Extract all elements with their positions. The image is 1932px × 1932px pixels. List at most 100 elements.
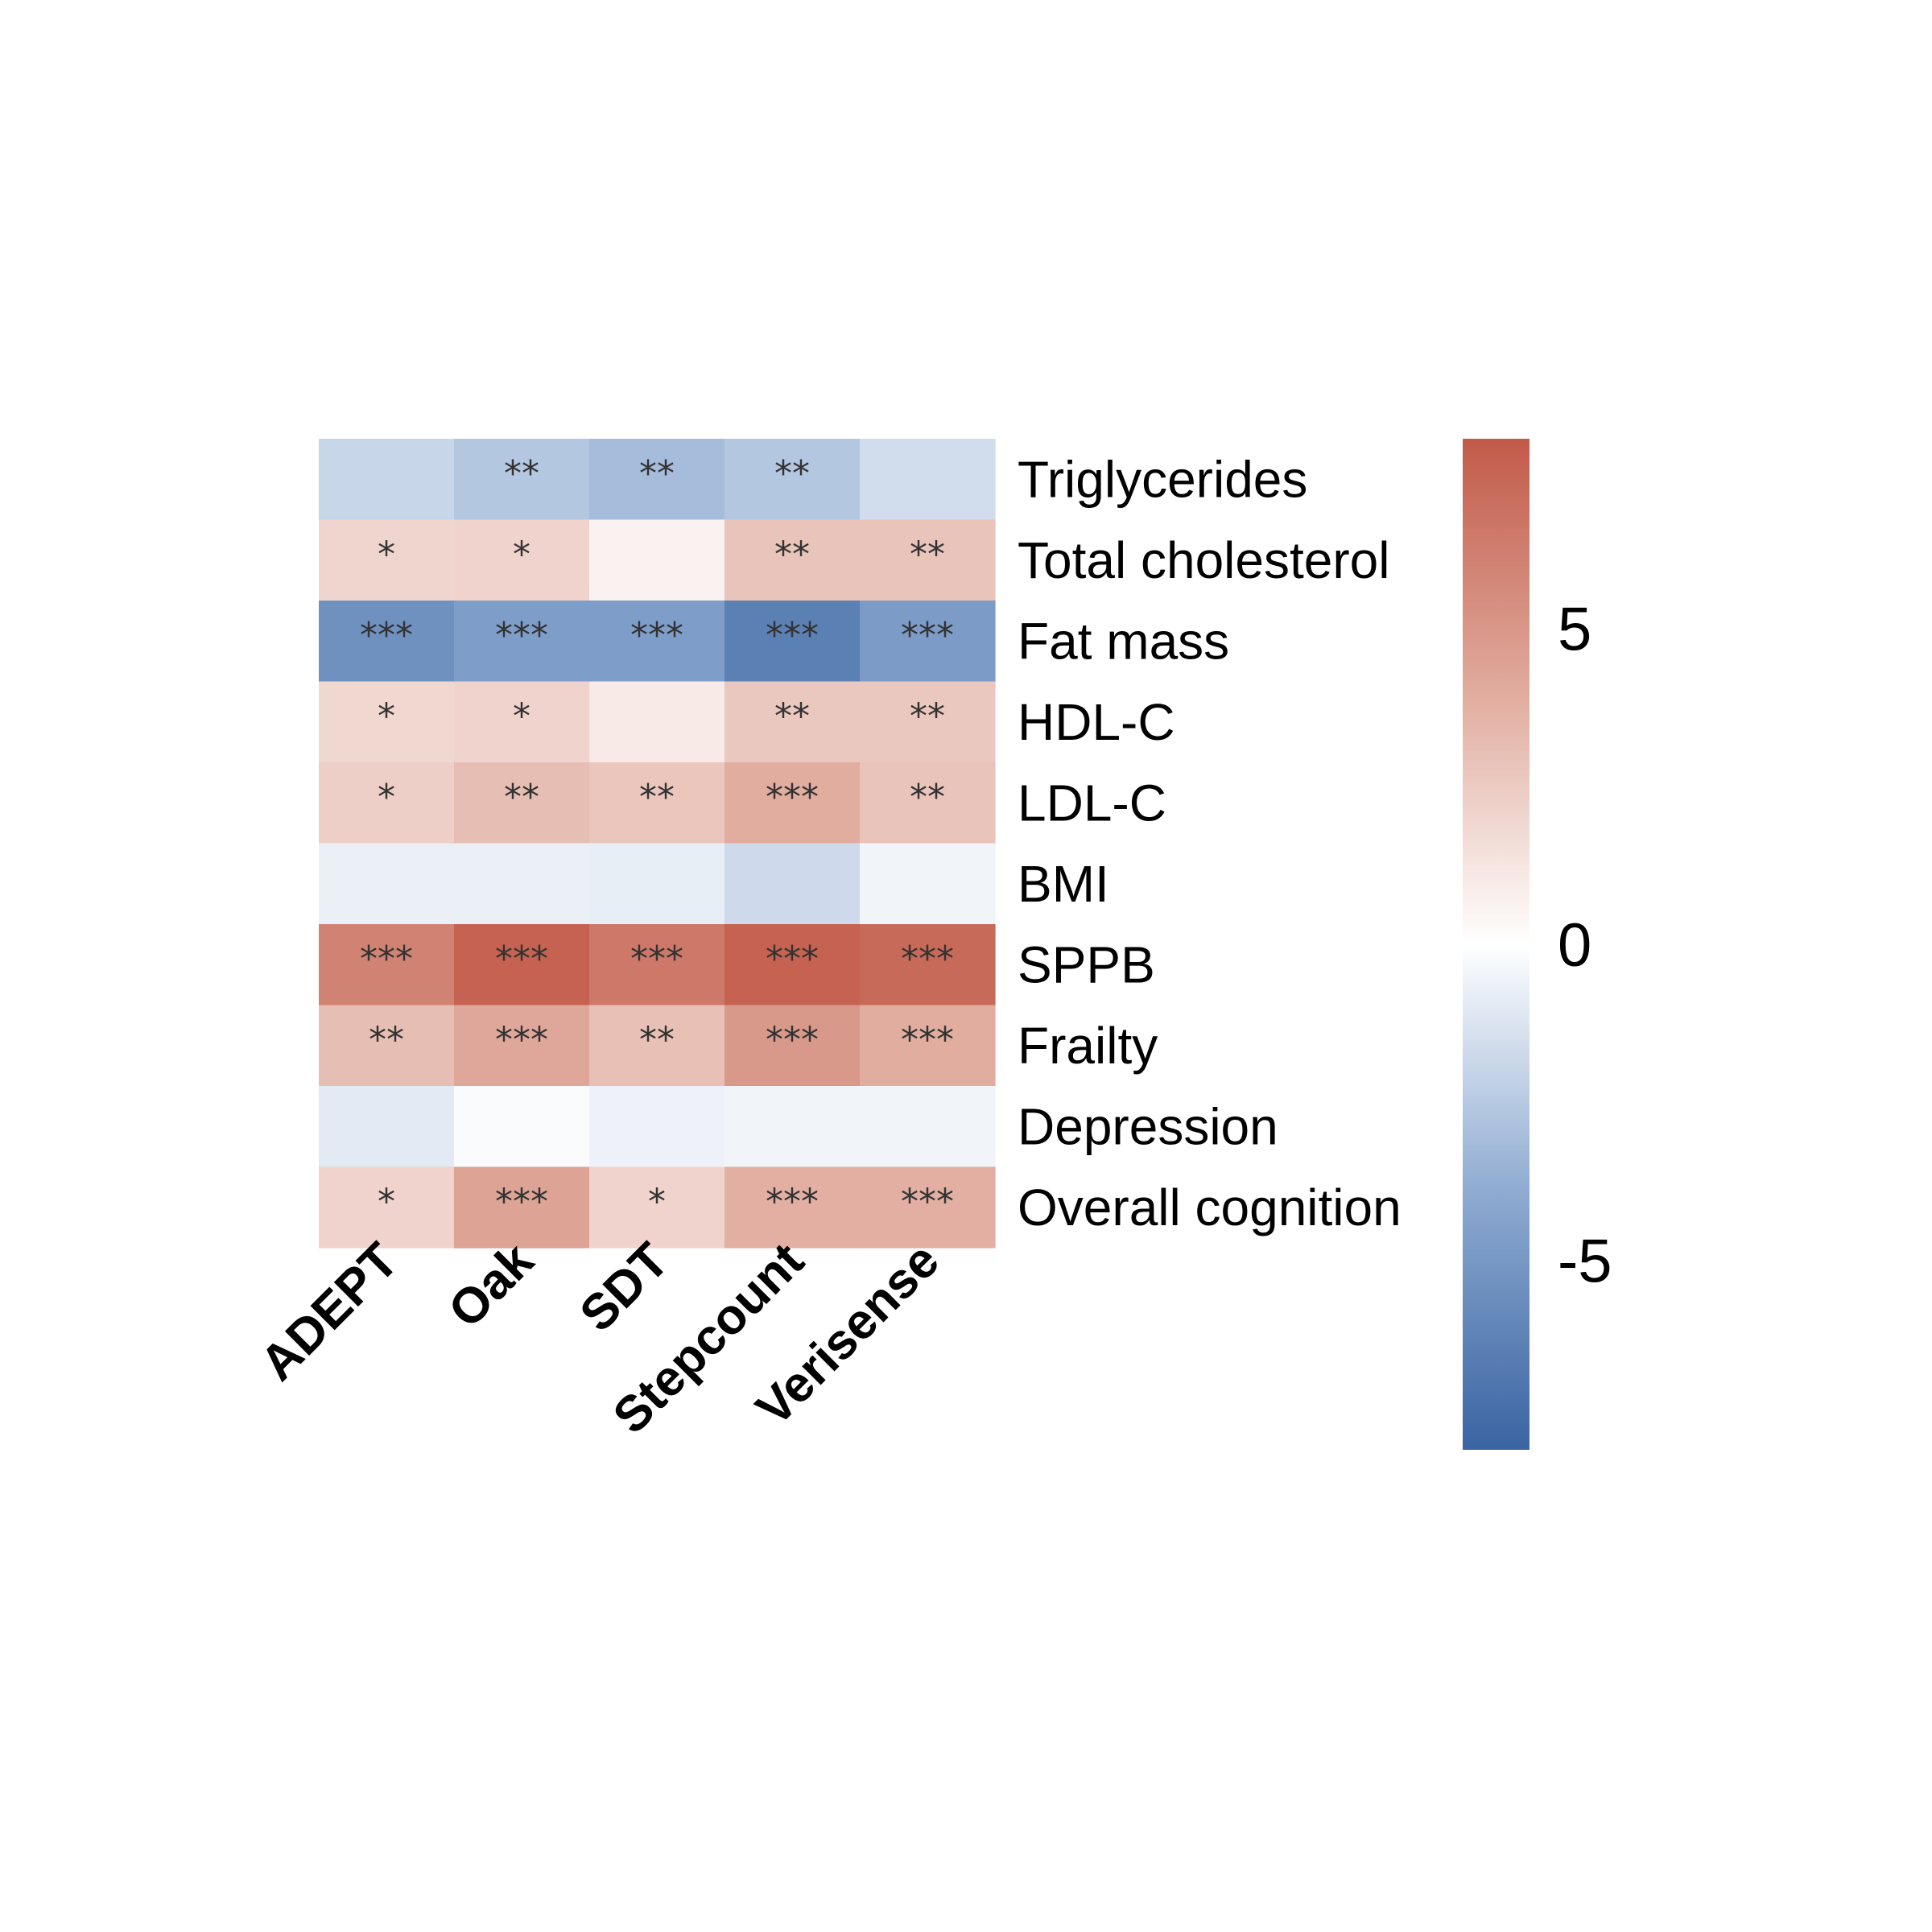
heatmap-cell [319,924,455,1006]
row-label: Fat mass [1018,612,1229,670]
cell-annotation: *** [766,777,819,818]
cell-annotation: *** [360,939,413,980]
cell-annotation: *** [901,1182,954,1223]
heatmap-cell [724,681,861,763]
heatmap-cell [860,519,996,601]
cell-annotation: ** [774,696,810,737]
cell-annotation: * [378,777,395,818]
heatmap-cell [319,1005,455,1087]
row-label: HDL-C [1018,693,1175,751]
heatmap-cell [589,519,725,601]
heatmap-cell [319,1166,455,1249]
cell-annotation: *** [630,939,683,980]
cell-annotation: ** [639,1020,675,1061]
cell-annotation: * [513,535,530,576]
heatmap-cell [319,762,455,844]
row-label: Frailty [1018,1017,1158,1075]
heatmap-cell [589,924,725,1006]
heatmap-cell [860,601,996,683]
heatmap-cell [454,601,590,683]
row-label: Triglycerides [1018,450,1307,508]
heatmap-cells [319,439,996,1249]
heatmap-cell [454,924,590,1006]
cell-annotation: * [378,696,395,737]
heatmap-cell [589,843,725,925]
heatmap-cell [860,681,996,763]
cell-annotation: *** [495,1020,548,1061]
heatmap-cell [724,439,861,521]
heatmap-cell [724,1086,861,1168]
row-label: Depression [1018,1097,1278,1155]
heatmap-cell [589,762,725,844]
row-label: LDL-C [1018,774,1166,832]
heatmap-cell [319,681,455,763]
heatmap-cell [589,1005,725,1087]
cell-annotation: *** [360,615,413,656]
colorbar-gradient [1463,439,1530,1450]
colorbar-tick-label: 5 [1558,596,1591,664]
heatmap-cell [454,1166,590,1249]
colorbar [1463,439,1530,1450]
heatmap-cell [724,1005,861,1087]
cell-annotation: *** [495,615,548,656]
cell-annotation: *** [495,1182,548,1223]
cell-annotation: ** [774,535,810,576]
row-label: BMI [1018,855,1109,913]
cell-annotation: ** [910,535,945,576]
cell-annotation: *** [901,939,954,980]
heatmap-cell [589,1166,725,1249]
cell-annotation: * [513,696,530,737]
heatmap-cell [860,843,996,925]
cell-annotation: *** [766,1182,819,1223]
heatmap-cell [724,843,861,925]
colorbar-tick-label: 0 [1558,911,1591,980]
row-label: Overall cognition [1018,1179,1402,1236]
cell-annotation: ** [774,453,810,494]
heatmap-cell [454,439,590,521]
cell-annotation: * [378,535,395,576]
row-label: SPPB [1018,935,1155,993]
heatmap-cell [454,519,590,601]
cell-annotation: ** [369,1020,404,1061]
heatmap-cell [860,1086,996,1168]
heatmap-cell [724,762,861,844]
heatmap-cell [860,1005,996,1087]
cell-annotation: *** [901,1020,954,1061]
heatmap-cell [319,439,455,521]
heatmap-cell [319,601,455,683]
column-label: SDT [569,1232,679,1343]
heatmap-cell [319,519,455,601]
heatmap-cell [589,1086,725,1168]
cell-annotation: * [648,1182,666,1223]
cell-annotation: *** [901,615,954,656]
cell-annotation: ** [504,777,539,818]
cell-annotation: *** [766,615,819,656]
heatmap-cell [589,601,725,683]
cell-annotation: ** [639,453,675,494]
cell-annotation: * [378,1182,395,1223]
cell-annotation: *** [766,1020,819,1061]
heatmap-cell [319,843,455,925]
heatmap-cell [454,1086,590,1168]
row-labels: Triglycerides Total cholesterol Fat mass HD… [1018,450,1402,1236]
heatmap-cell [454,1005,590,1087]
cell-annotation: ** [910,777,945,818]
cell-annotation: ** [639,777,675,818]
cell-annotation: *** [495,939,548,980]
heatmap-cell [860,762,996,844]
colorbar-tick-label: -5 [1558,1228,1612,1296]
heatmap-cell [860,1166,996,1249]
heatmap-cell [724,601,861,683]
cell-annotation: ** [504,453,539,494]
colorbar-ticks: 5 0 -5 [1558,596,1612,1296]
cell-annotation: *** [766,939,819,980]
heatmap-cell [454,681,590,763]
heatmap-cell [589,439,725,521]
heatmap-cell [319,1086,455,1168]
heatmap-cell [724,924,861,1006]
heatmap-cell [724,1166,861,1249]
cell-annotations: ** ** *** * ** ***** *** *** *** **** * ** *** ** ** **… [360,453,954,1223]
row-label: Total cholesterol [1018,531,1389,589]
heatmap-cell [454,762,590,844]
